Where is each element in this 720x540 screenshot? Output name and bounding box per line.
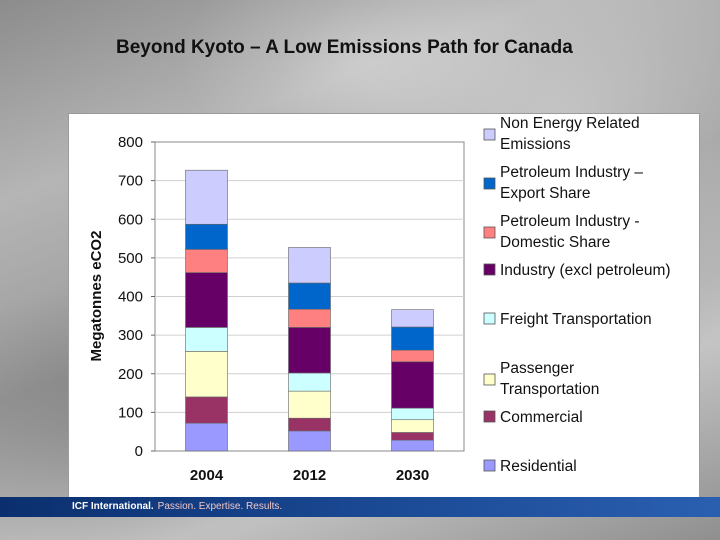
axes: 0 100 200 300 400 500 600 700 800 Megatonnes eCO2… — [88, 134, 429, 484]
bar-segment-2004-7 — [185, 169, 228, 225]
legend-swatch — [483, 226, 496, 239]
legend-label: Domestic Share — [500, 234, 610, 251]
bar-segment-2030-6 — [391, 326, 434, 351]
legend-swatch — [483, 128, 496, 141]
legend-label: Non Energy Related — [500, 115, 640, 132]
y-tick-label: 500 — [118, 250, 143, 267]
bar-segment-2004-4 — [185, 272, 228, 328]
legend-label: Export Share — [500, 185, 590, 202]
bar-segment-2030-5 — [391, 349, 434, 363]
bar-segment-2030-3 — [391, 407, 434, 421]
legend-swatch — [483, 263, 496, 276]
bar-segment-2004-0 — [185, 422, 228, 452]
y-tick-label: 0 — [135, 443, 143, 460]
bar-segment-2030-0 — [391, 439, 434, 452]
legend-swatch — [483, 459, 496, 472]
x-tick-label: 2004 — [190, 467, 224, 484]
y-tick-label: 800 — [118, 134, 143, 151]
legend-label: Residential — [500, 458, 577, 475]
bar-segment-2030-1 — [391, 432, 434, 441]
y-axis-title: Megatonnes eCO2 — [88, 231, 105, 362]
bar-segment-2004-3 — [185, 327, 228, 352]
bar-segment-2012-3 — [288, 372, 331, 392]
y-tick-label: 200 — [118, 366, 143, 383]
legend-label: Petroleum Industry – — [500, 164, 643, 181]
bar-segment-2004-2 — [185, 351, 228, 398]
x-tick-label: 2012 — [293, 467, 326, 484]
legend-label: Emissions — [500, 136, 571, 153]
bar-segment-2004-5 — [185, 249, 228, 273]
bar-segment-2030-2 — [391, 419, 434, 433]
legend-label: Passenger — [500, 360, 574, 377]
slide-title: Beyond Kyoto – A Low Emissions Path for … — [116, 37, 573, 58]
legend-label: Industry (excl petroleum) — [500, 262, 671, 279]
bar-segment-2012-2 — [288, 390, 331, 419]
bar-segment-2004-6 — [185, 223, 228, 250]
legend-label: Freight Transportation — [500, 311, 652, 328]
y-tick-label: 400 — [118, 289, 143, 306]
legend-swatch — [483, 177, 496, 190]
footer-tagline: Passion. Expertise. Results. — [157, 501, 283, 512]
bar-segment-2004-1 — [185, 396, 228, 424]
bar-segment-2030-4 — [391, 361, 434, 409]
footer-text: ICF International. Passion. Expertise. Re… — [72, 501, 282, 512]
y-tick-label: 300 — [118, 327, 143, 344]
x-tick-label: 2030 — [396, 467, 429, 484]
bars — [185, 169, 434, 452]
bar-segment-2012-5 — [288, 308, 331, 328]
bar-segment-2030-7 — [391, 309, 434, 328]
bar-segment-2012-4 — [288, 327, 331, 374]
legend-swatch — [483, 373, 496, 386]
y-tick-label: 600 — [118, 211, 143, 228]
y-tick-label: 100 — [118, 404, 143, 421]
legend-label: Commercial — [500, 409, 583, 426]
legend: Non Energy Related Emissions Petroleum Ind… — [483, 115, 671, 475]
y-tick-label: 700 — [118, 173, 143, 190]
legend-swatch — [483, 312, 496, 325]
legend-label: Transportation — [500, 381, 599, 398]
bar-segment-2012-6 — [288, 282, 331, 310]
footer-brand: ICF International. — [72, 501, 154, 512]
bar-segment-2012-1 — [288, 417, 331, 432]
bar-segment-2012-7 — [288, 247, 331, 284]
footer-bar — [0, 497, 720, 517]
legend-swatch — [483, 410, 496, 423]
bar-segment-2012-0 — [288, 430, 331, 452]
legend-label: Petroleum Industry - — [500, 213, 640, 230]
